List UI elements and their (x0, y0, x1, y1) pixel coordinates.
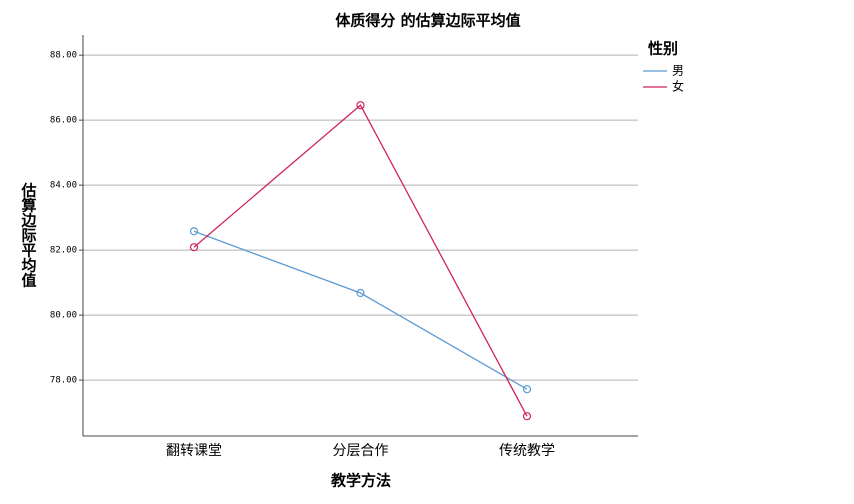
data-point (522, 385, 532, 394)
y-tick-label: 84.00 (50, 181, 77, 191)
data-point (356, 288, 365, 298)
chart-title: 体质得分 的估算边际平均值 (335, 12, 520, 30)
x-tick-label: 翻转课堂 (166, 443, 222, 459)
y-tick-label: 78.00 (50, 376, 77, 386)
data-point (189, 243, 199, 252)
y-axis-title: 估算边际平均值 (20, 182, 38, 288)
legend-title: 性别 (648, 40, 678, 58)
x-tick-label: 分层合作 (333, 443, 389, 459)
legend-label: 女 (672, 79, 684, 94)
data-point (189, 227, 199, 236)
y-tick-label: 88.00 (50, 51, 77, 61)
x-tick-label: 传统教学 (499, 443, 555, 459)
y-tick-label: 86.00 (50, 116, 77, 126)
series-line (193, 104, 528, 417)
legend-label: 男 (672, 64, 684, 78)
y-tick-label: 82.00 (50, 246, 77, 256)
data-point (356, 101, 365, 110)
data-point (522, 412, 532, 421)
y-tick-label: 80.00 (50, 311, 77, 321)
x-axis-title: 教学方法 (330, 472, 391, 490)
series-line (193, 230, 528, 390)
